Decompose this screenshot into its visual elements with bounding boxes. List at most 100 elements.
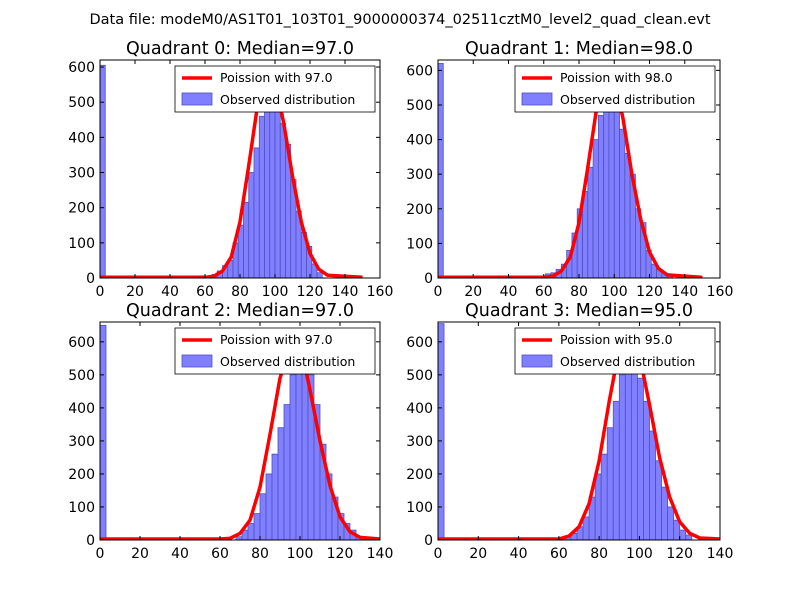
panel-title: Quadrant 3: Median=95.0 (465, 301, 693, 321)
x-tick-label: 40 (161, 284, 179, 300)
x-tick-label: 100 (262, 284, 289, 300)
histogram-bars (438, 63, 673, 278)
histogram-bar (289, 374, 297, 540)
histogram-bar (608, 104, 615, 278)
legend-bar-swatch (181, 92, 213, 106)
y-tick-label: 400 (68, 401, 95, 417)
histogram-bar (438, 63, 444, 278)
histogram-bar (630, 361, 638, 540)
histogram-bar (661, 486, 669, 540)
legend: Poission with 95.0 Observed distribution (514, 327, 716, 375)
histogram-bar (582, 516, 590, 540)
y-tick-label: 100 (406, 500, 433, 516)
panel-title: Quadrant 1: Median=98.0 (465, 39, 693, 59)
legend-line-label: Poission with 95.0 (560, 332, 673, 347)
x-tick-label: 100 (626, 546, 653, 562)
figure-suptitle: Data file: modeM0/AS1T01_103T01_90000003… (89, 12, 710, 28)
x-tick-label: 140 (671, 284, 698, 300)
x-tick-label: 40 (500, 284, 518, 300)
axes-frame (99, 321, 381, 541)
histogram-bar (597, 114, 605, 278)
histogram-bar (243, 201, 250, 278)
histogram-bar (247, 523, 255, 540)
x-tick-label: 40 (171, 546, 189, 562)
legend-bar-label: Observed distribution (220, 92, 355, 107)
histogram-bar (667, 506, 675, 540)
x-tick-label: 20 (464, 284, 482, 300)
y-tick-label: 400 (68, 130, 95, 146)
legend: Poission with 97.0 Observed distribution (174, 65, 376, 113)
y-tick-label: 0 (424, 271, 433, 287)
legend-bar-label: Observed distribution (560, 354, 695, 369)
y-tick-label: 500 (406, 368, 433, 384)
histogram-bar (283, 404, 291, 540)
legend-line-label: Poission with 97.0 (220, 332, 333, 347)
x-tick-label: 40 (510, 546, 528, 562)
histogram-bar (594, 473, 602, 540)
x-tick-label: 120 (666, 546, 693, 562)
legend: Poission with 98.0 Observed distribution (514, 65, 716, 113)
y-tick-label: 100 (68, 500, 95, 516)
histogram-bar (274, 108, 281, 278)
y-tick-label: 200 (68, 467, 95, 483)
histogram-bar (606, 427, 614, 540)
quadrant-3-chart: 0 20 40 60 80 100 120 140 0 100 200 300 400 500 600 Qua… (406, 301, 733, 562)
y-tick-label: 300 (68, 166, 95, 182)
legend-bar-swatch (181, 354, 213, 368)
y-tick-label: 500 (68, 368, 95, 384)
histogram-bar (279, 122, 286, 278)
histogram-bar (618, 374, 626, 540)
y-tick-label: 100 (68, 236, 95, 252)
histogram-bar (624, 153, 631, 278)
histogram-bar (253, 147, 260, 278)
histogram-bar (248, 172, 255, 278)
histogram-bar (613, 108, 620, 278)
quadrant-2-chart: 0 20 40 60 80 100 120 140 0 100 200 300 400 500 600 Qua… (68, 301, 393, 562)
legend-bar-label: Observed distribution (560, 92, 695, 107)
x-tick-label: 80 (590, 546, 608, 562)
x-tick-label: 160 (707, 284, 734, 300)
quadrant-1-chart: 0 20 40 60 80 100 120 140 160 0 100 200 300 400 500 600… (406, 39, 733, 300)
legend-bar-label: Observed distribution (220, 354, 355, 369)
y-tick-label: 600 (406, 63, 433, 79)
x-tick-label: 60 (550, 546, 568, 562)
histogram-bar (264, 98, 271, 278)
histogram-bar (438, 323, 445, 540)
y-tick-label: 0 (424, 533, 433, 549)
y-tick-label: 500 (68, 95, 95, 111)
x-tick-label: 0 (96, 546, 105, 562)
axes-frame (437, 321, 721, 541)
x-tick-label: 60 (535, 284, 553, 300)
y-tick-label: 0 (86, 533, 95, 549)
x-tick-label: 20 (469, 546, 487, 562)
histogram-bar (587, 166, 594, 278)
x-tick-label: 160 (367, 284, 394, 300)
y-tick-label: 300 (68, 434, 95, 450)
y-tick-label: 600 (406, 335, 433, 351)
histogram-bar (237, 224, 244, 278)
histogram-bar (637, 377, 644, 540)
x-tick-label: 80 (570, 284, 588, 300)
histogram-bar (619, 128, 626, 278)
histogram-bar (100, 324, 107, 540)
panels: 0 20 40 60 80 100 120 140 1600100200300400500600… (68, 39, 733, 562)
y-tick-label: 0 (86, 271, 95, 287)
panel-title: Quadrant 0: Median=97.0 (126, 39, 354, 59)
histogram-bars (438, 323, 693, 540)
histogram-bar (679, 529, 687, 540)
x-tick-label: 140 (367, 546, 394, 562)
panel-title: Quadrant 2: Median=97.0 (126, 301, 354, 321)
x-tick-label: 120 (327, 546, 354, 562)
histogram-bar (253, 513, 261, 540)
histogram-bar (600, 453, 608, 540)
x-tick-label: 0 (434, 284, 443, 300)
y-tick-label: 400 (406, 133, 433, 149)
histogram-bar (258, 115, 265, 278)
histogram-bar (259, 493, 267, 540)
x-tick-label: 100 (287, 546, 314, 562)
histogram-bar (603, 97, 610, 278)
histogram-bar (592, 139, 599, 278)
y-tick-label: 600 (68, 335, 95, 351)
histogram-bar (100, 64, 106, 278)
